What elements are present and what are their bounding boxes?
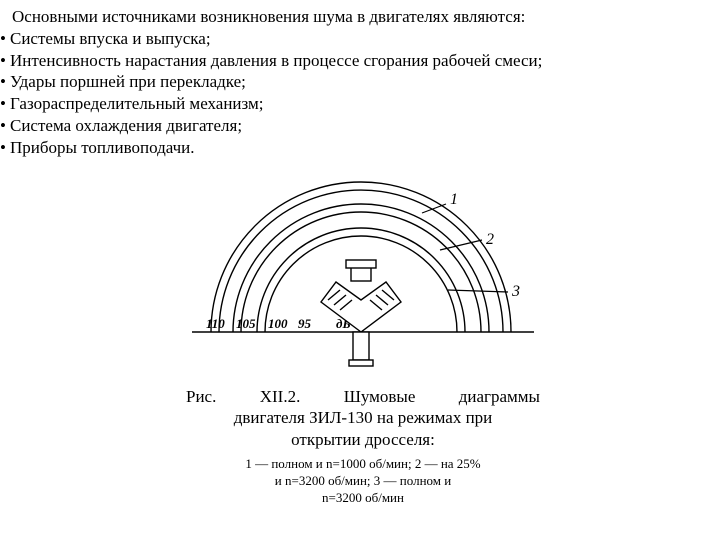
list-item: Газораспределительный механизм; — [0, 93, 720, 115]
list-item: Система охлаждения двигателя; — [0, 115, 720, 137]
figure: 1 2 3 110 105 100 95 дБ — [186, 162, 540, 522]
caption-word: XII.2. — [260, 386, 301, 407]
caption-word: диаграммы — [459, 386, 540, 407]
list-item: Удары поршней при перекладке; — [0, 71, 720, 93]
axis-label: 95 — [298, 316, 312, 331]
figure-caption: Рис. XII.2. Шумовые диаграммы двигателя … — [186, 386, 540, 506]
engine-icon — [321, 260, 401, 366]
axis-label: 110 — [206, 316, 225, 331]
list-item: Системы впуска и выпуска; — [0, 28, 720, 50]
curve-label-3: 3 — [511, 283, 520, 300]
caption-line-2: двигателя ЗИЛ-130 на режимах при — [186, 407, 540, 428]
intro-text: Основными источниками возникновения шума… — [0, 6, 720, 28]
caption-sub: 1 — полном и n=1000 об/мин; 2 — на 25% и… — [186, 456, 540, 507]
caption-sub-line: 1 — полном и n=1000 об/мин; 2 — на 25% — [186, 456, 540, 473]
caption-word: Рис. — [186, 386, 216, 407]
curve-label-2: 2 — [486, 231, 494, 248]
caption-word: Шумовые — [344, 386, 416, 407]
bullet-list: Системы впуска и выпуска; Интенсивность … — [0, 28, 720, 159]
text-block: Основными источниками возникновения шума… — [0, 6, 720, 158]
axis-label: 105 — [236, 316, 256, 331]
slide: Основными источниками возникновения шума… — [0, 0, 720, 540]
curve-label-1: 1 — [450, 191, 458, 208]
list-item: Приборы топливоподачи. — [0, 137, 720, 159]
axis-label: 100 — [268, 316, 288, 331]
caption-line-3: открытии дросселя: — [186, 429, 540, 450]
caption-line-1: Рис. XII.2. Шумовые диаграммы — [186, 386, 540, 407]
caption-sub-line: и n=3200 об/мин; 3 — полном и — [186, 473, 540, 490]
noise-diagram: 1 2 3 110 105 100 95 дБ — [186, 162, 540, 382]
list-item: Интенсивность нарастания давления в проц… — [0, 50, 720, 72]
caption-sub-line: n=3200 об/мин — [186, 490, 540, 507]
